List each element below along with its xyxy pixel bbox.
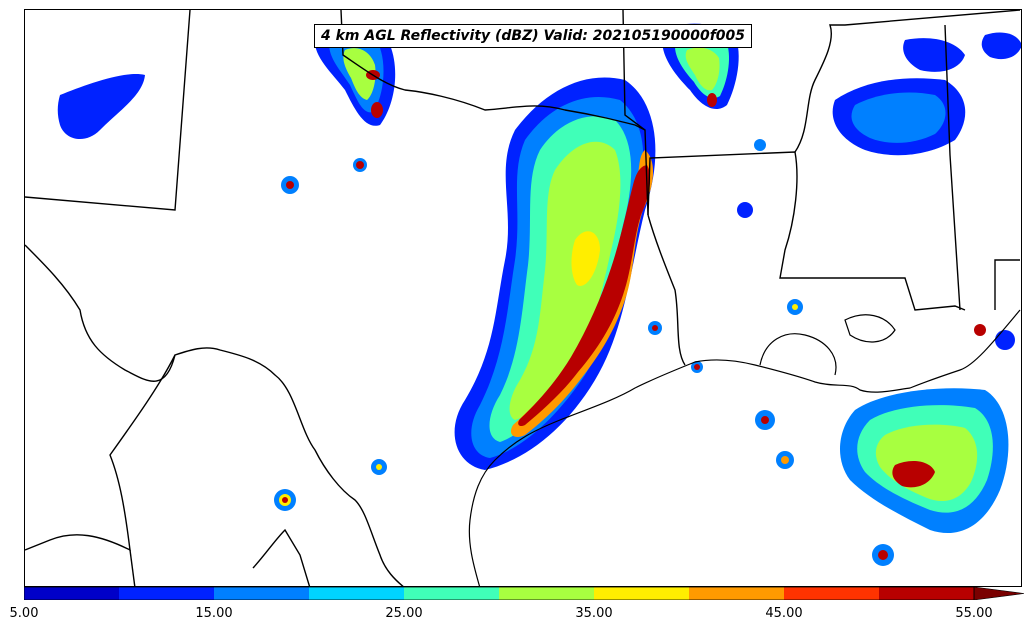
colorbar-tick-label: 5.00 [9, 606, 39, 621]
colorbar-segment [24, 587, 120, 600]
coastline [468, 309, 1021, 586]
map-panel: 4 km AGL Reflectivity (dBZ) Valid: 20210… [24, 9, 1022, 587]
colorbar-segment [119, 587, 215, 600]
colorbar-segment [214, 587, 310, 600]
colorbar-segment [594, 587, 690, 600]
colorbar-segment [499, 587, 595, 600]
colorbar-segment [309, 587, 405, 600]
map-title: 4 km AGL Reflectivity (dBZ) Valid: 20210… [314, 24, 753, 48]
colorbar-extend-arrow [973, 587, 1024, 600]
colorbar-tick-label: 45.00 [765, 606, 803, 621]
colorbar-segment [404, 587, 500, 600]
colorbar-segment [784, 587, 880, 600]
reflectivity-field [57, 23, 1021, 566]
colorbar-tick-label: 15.00 [195, 606, 233, 621]
colorbar-tick-label: 55.00 [955, 606, 993, 621]
country-boundaries [25, 244, 404, 586]
colorbar-scale [24, 587, 1024, 600]
reflectivity-map [25, 10, 1021, 586]
colorbar-segments [24, 587, 975, 600]
state-boundaries [25, 10, 1021, 366]
colorbar-tick-label: 35.00 [575, 606, 613, 621]
colorbar-segment [879, 587, 975, 600]
colorbar-tick-label: 25.00 [385, 606, 423, 621]
colorbar-segment [689, 587, 785, 600]
